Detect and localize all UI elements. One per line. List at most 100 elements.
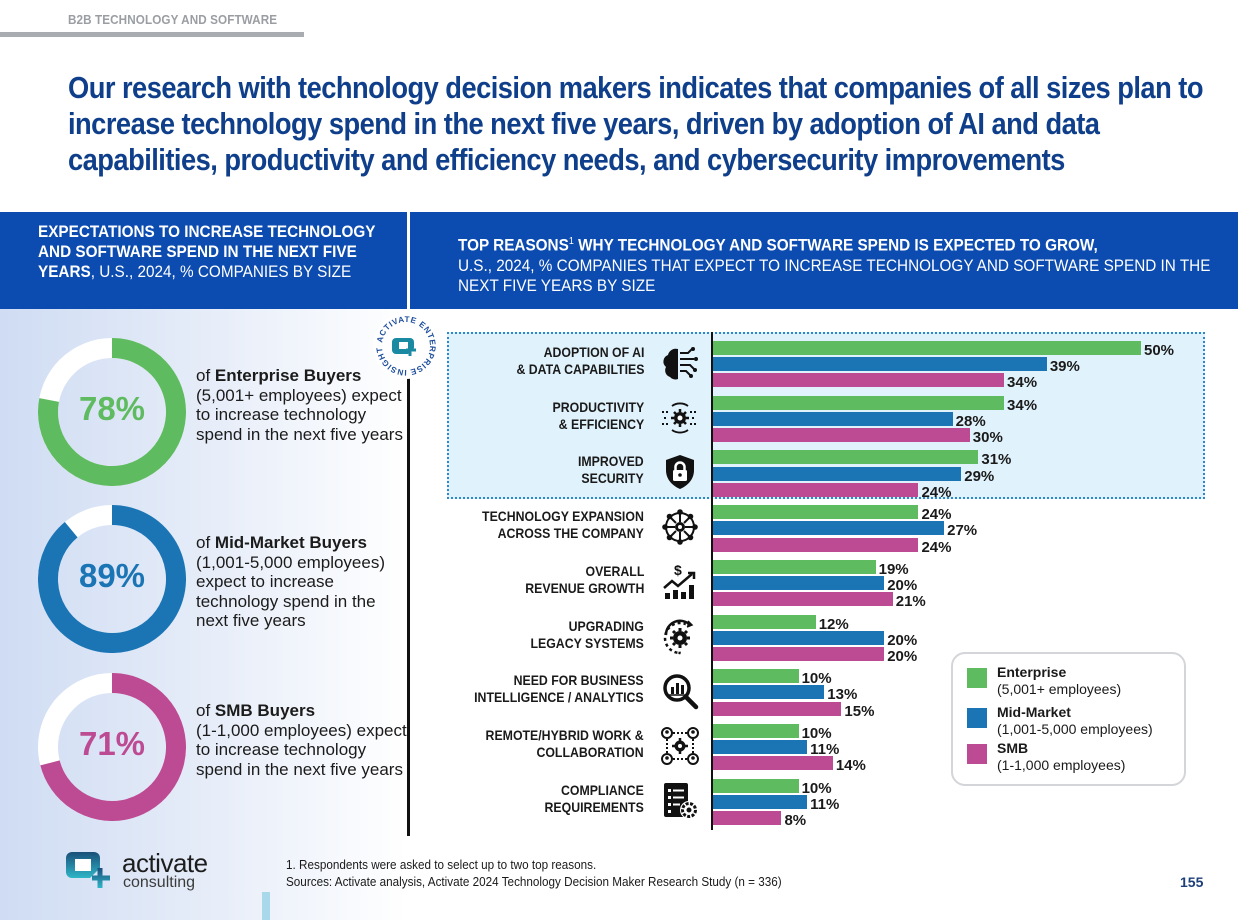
bar-value-label: 34% [1007,396,1038,414]
bar-smb [713,482,919,497]
bar-smb [713,701,842,716]
right-header-band: TOP REASONS1 WHY TECHNOLOGY AND SOFTWARE… [410,212,1238,309]
bar-value-label: 10% [801,779,832,797]
donut-chart [38,338,186,486]
donut-pre: of [196,366,215,385]
activate-logo: activate consulting [66,848,246,892]
brain-circuit-icon [660,343,700,383]
donut-value: 89% [78,557,146,594]
bar-value-label: 20% [887,631,918,649]
sources: Sources: Activate analysis, Activate 202… [286,874,782,889]
donut-block: 71% of SMB Buyers (1-1,000 employees) expe… [38,673,408,823]
bar-value-label: 19% [878,560,909,578]
bar-value-label: 31% [981,451,1012,469]
badge-seal-icon: ACTIVATE ENTERPRISE INSIGHT [373,313,439,379]
footnotes: 1. Respondents were asked to select up t… [286,856,782,890]
gear-network-icon [660,398,700,438]
footnote-marker: 1 [568,236,574,247]
category-label: IMPROVED SECURITY [578,453,644,487]
category-label-line: REQUIREMENTS [544,798,644,815]
bar-value-label: 20% [887,577,918,594]
bar-value-label: 13% [827,686,858,704]
category-label-line: INTELLIGENCE / ANALYTICS [474,689,644,706]
bar-value-label: 20% [887,647,918,665]
bar-value-label: 27% [947,522,978,540]
left-header-band: EXPECTATIONS TO INCREASE TECHNOLOGY AND … [0,212,407,309]
donut-arc [38,338,186,486]
category-label: ADOPTION OF AI & DATA CAPABILTIES [516,344,644,378]
category-label-line: PRODUCTIVITY [552,398,644,415]
activate-logo-icon [66,852,110,888]
left-header-text: EXPECTATIONS TO INCREASE TECHNOLOGY AND … [38,222,380,282]
category-label: PRODUCTIVITY & EFFICIENCY [552,399,644,433]
bar-midmarket [713,685,825,700]
svg-text:$: $ [674,562,682,578]
category-label-line: OVERALL [585,562,644,579]
category-label-line: & DATA CAPABILTIES [516,361,644,377]
bar-value-label: 30% [972,429,1003,447]
donut-value: 78% [78,390,146,427]
bar-midmarket [713,576,885,590]
donut-block: 89% of Mid-Market Buyers (1,001-5,000 empl… [38,505,408,655]
category-label-line: COLLABORATION [536,743,644,760]
network-hub-icon [660,507,700,547]
footer-accent-bar [262,892,270,920]
right-header-normal: U.S., 2024, % COMPANIES THAT EXPECT TO I… [458,255,1211,295]
insight-badge: ACTIVATE ENTERPRISE INSIGHT [372,312,440,380]
donut-detail: (1,001-5,000 employees) expect to increa… [196,552,386,631]
category-label-line: UPGRADING [568,617,644,634]
category-label-line: TECHNOLOGY EXPANSION [482,508,644,525]
donut-segment: Mid-Market Buyers [214,533,368,552]
bar-midmarket [713,411,953,426]
section-tag: B2B TECHNOLOGY AND SOFTWARE [68,12,278,27]
donut-arc [40,673,186,821]
page-title: Our research with technology decision ma… [68,70,1203,177]
bar-enterprise [713,505,919,520]
category-label: UPGRADING LEGACY SYSTEMS [531,618,644,652]
right-header-bold: TOP REASONS [458,235,569,255]
bar-value-label: 14% [835,757,866,775]
legend-sub: (5,001+ employees) [997,681,1122,697]
bar-smb [713,592,893,607]
donut-pre: of [196,701,215,720]
magnifier-chart-icon [660,671,700,711]
legend-name: SMB [997,740,1029,756]
category-label-line: LEGACY SYSTEMS [530,634,644,651]
category-label-line: REVENUE GROWTH [524,579,644,596]
bar-enterprise [713,559,876,574]
bar-enterprise [713,614,816,629]
section-rule [0,32,304,37]
category-label-line: IMPROVED [578,453,644,470]
bar-midmarket [713,521,945,536]
checklist-gear-icon [660,781,700,821]
bar-value-label: 39% [1049,358,1080,376]
donut-detail: (5,001+ employees) expect to increase te… [196,385,403,444]
donut-pre: of [196,533,215,552]
bar-enterprise [713,395,1005,410]
chart-legend: Enterprise (5,001+ employees) Mid-Market… [951,652,1186,786]
bar-value-label: 34% [1007,374,1038,392]
page-number: 155 [1180,874,1204,890]
donut-segment: Enterprise Buyers [214,366,362,385]
bar-value-label: 11% [810,741,840,759]
left-header-bold: EXPECTATIONS TO INCREASE TECHNOLOGY AND … [38,222,376,281]
category-label-line: & EFFICIENCY [558,415,644,432]
donut-segment: SMB Buyers [214,701,316,720]
bar-value-label: 12% [818,615,849,633]
category-label: REMOTE/HYBRID WORK & COLLABORATION [486,727,644,761]
donut-chart [38,505,186,653]
gear-refresh-icon [660,617,700,657]
donut-description: of Enterprise Buyers (5,001+ employees) e… [196,366,411,444]
legend-swatch-enterprise [967,668,987,688]
legend-sub: (1,001-5,000 employees) [997,721,1153,737]
bar-enterprise [713,341,1141,355]
bar-midmarket [713,466,962,481]
category-label-line: NEED FOR BUSINESS [513,672,644,689]
bar-smb [713,811,782,825]
revenue-growth-icon: $ [660,562,700,602]
left-header-normal: , U.S., 2024, % COMPANIES BY SIZE [90,262,352,281]
bar-value-label: 8% [784,812,807,829]
bar-value-label: 21% [895,593,926,611]
bar-value-label: 11% [810,795,840,813]
category-label-line: SECURITY [581,470,644,487]
